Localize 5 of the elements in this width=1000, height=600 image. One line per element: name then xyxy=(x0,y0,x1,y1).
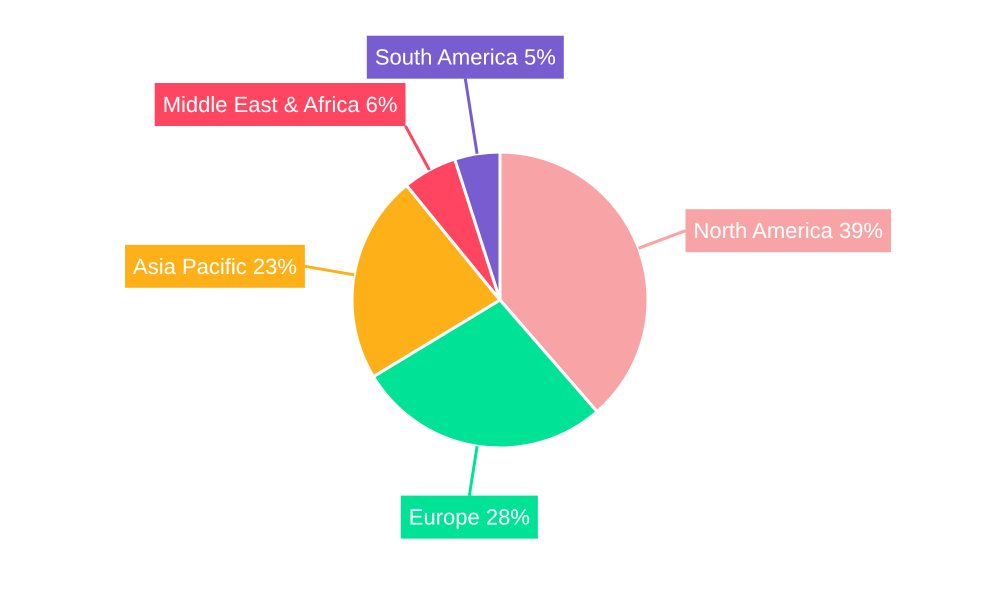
slice-label: Asia Pacific 23% xyxy=(133,254,297,279)
slice-label: Europe 28% xyxy=(408,504,530,530)
slice-label: South America 5% xyxy=(374,44,556,70)
slice-label: Middle East & Africa 6% xyxy=(162,92,398,118)
slice-label: North America 39% xyxy=(693,218,883,244)
